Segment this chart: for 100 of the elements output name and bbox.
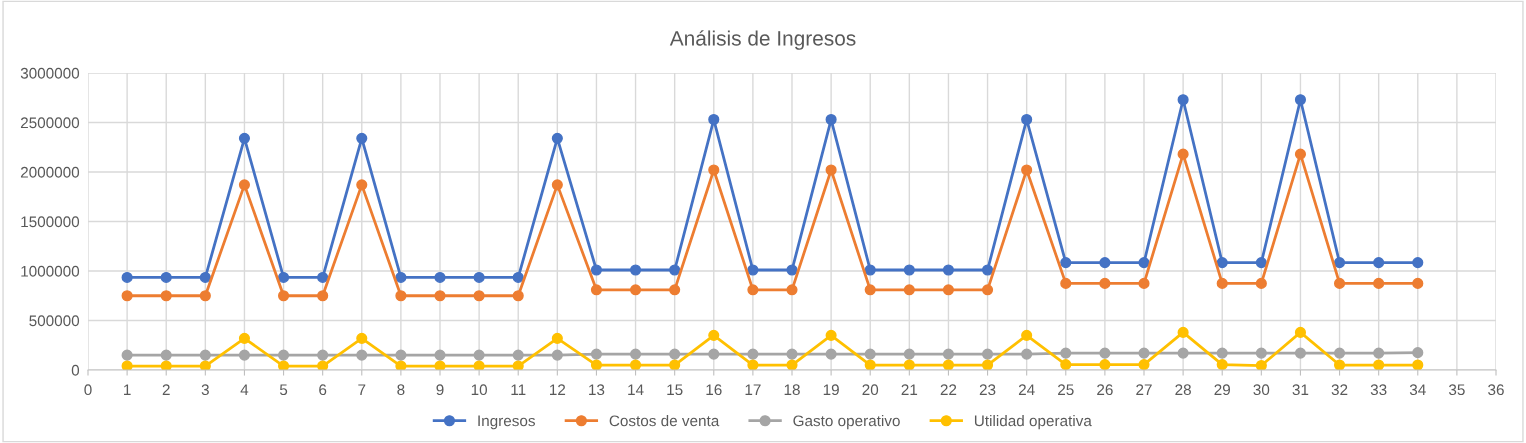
- point: [747, 359, 759, 370]
- x-tick-label: 18: [784, 384, 800, 396]
- x-tick-label: 12: [550, 384, 566, 395]
- point: [199, 290, 211, 302]
- point: [160, 271, 172, 283]
- point: [942, 264, 955, 276]
- point: [1373, 359, 1385, 370]
- point: [1177, 347, 1189, 359]
- point: [1255, 347, 1267, 359]
- point: [551, 132, 563, 144]
- x-tick-label: 15: [667, 384, 683, 396]
- x-tick-label: 28: [1175, 384, 1191, 396]
- point: [1216, 347, 1228, 359]
- point: [669, 359, 681, 370]
- point: [864, 284, 876, 296]
- point: [1021, 164, 1033, 176]
- x-tick-label: 14: [628, 384, 644, 395]
- point: [1294, 347, 1307, 359]
- point: [1216, 358, 1228, 370]
- point: [981, 348, 994, 360]
- point: [825, 113, 837, 126]
- point: [747, 284, 759, 296]
- x-tick-label: 7: [358, 384, 366, 395]
- point: [121, 290, 133, 302]
- y-tick-label: 3000000: [20, 67, 80, 79]
- point: [199, 349, 211, 361]
- point: [395, 271, 407, 283]
- y-tick-label: 1500000: [21, 216, 80, 228]
- point: [277, 271, 290, 283]
- point: [590, 284, 603, 296]
- point: [1333, 277, 1346, 289]
- point: [708, 329, 720, 341]
- point: [942, 348, 955, 360]
- x-tick-label: 20: [862, 384, 879, 396]
- x-tick-label: 3: [201, 384, 209, 396]
- point: [199, 271, 211, 283]
- point: [942, 284, 955, 296]
- legend-label: Utilidad operativa: [974, 415, 1092, 430]
- point: [1216, 257, 1228, 269]
- point: [1099, 358, 1111, 370]
- point: [356, 132, 368, 144]
- point: [1373, 277, 1385, 289]
- point: [903, 348, 915, 360]
- x-tick-label: 5: [279, 384, 288, 396]
- x-tick-label: 31: [1292, 384, 1309, 396]
- point: [1412, 359, 1424, 370]
- point: [1138, 347, 1150, 359]
- point: [1412, 347, 1424, 359]
- y-tick-label: 500000: [29, 315, 80, 327]
- x-tick-label: 29: [1214, 384, 1230, 396]
- point: [1294, 94, 1307, 106]
- point: [629, 264, 642, 276]
- point: [629, 348, 642, 360]
- point: [512, 290, 524, 302]
- x-tick-label: 1: [124, 384, 131, 395]
- point: [1099, 257, 1111, 269]
- x-tick-label: 11: [511, 384, 526, 395]
- point: [708, 164, 720, 176]
- point: [708, 348, 720, 360]
- point: [825, 348, 837, 360]
- point: [238, 349, 251, 361]
- point: [473, 290, 485, 302]
- point: [903, 359, 915, 370]
- legend-label: Gasto operativo: [793, 415, 900, 430]
- point: [629, 359, 642, 370]
- point: [747, 348, 759, 360]
- point: [121, 360, 133, 370]
- point: [121, 271, 133, 283]
- point: [473, 349, 485, 361]
- point: [395, 360, 407, 370]
- point: [1060, 358, 1072, 370]
- point: [864, 348, 876, 360]
- point: [825, 329, 837, 341]
- x-tick-label: 34: [1409, 384, 1426, 396]
- point: [160, 360, 172, 370]
- point: [551, 349, 563, 361]
- point: [356, 332, 368, 344]
- point: [1412, 277, 1424, 289]
- point: [1021, 113, 1033, 126]
- point: [590, 348, 603, 360]
- point: [434, 271, 446, 283]
- point: [1060, 347, 1072, 359]
- point: [512, 360, 524, 370]
- point: [1060, 277, 1072, 289]
- point: [864, 359, 876, 370]
- point: [629, 284, 642, 296]
- point: [903, 264, 915, 276]
- point: [1138, 358, 1150, 370]
- y-tick-label: 2000000: [20, 166, 80, 178]
- point: [669, 348, 681, 360]
- x-tick-label: 30: [1253, 384, 1270, 396]
- x-tick-label: 10: [471, 384, 488, 396]
- point: [238, 179, 251, 191]
- point: [1255, 257, 1267, 269]
- x-tick-label: 23: [979, 384, 996, 396]
- legend-label: Ingresos: [478, 415, 535, 430]
- point: [864, 264, 876, 276]
- x-tick-label: 26: [1097, 384, 1113, 396]
- x-tick-label: 0: [84, 384, 92, 396]
- point: [981, 264, 994, 276]
